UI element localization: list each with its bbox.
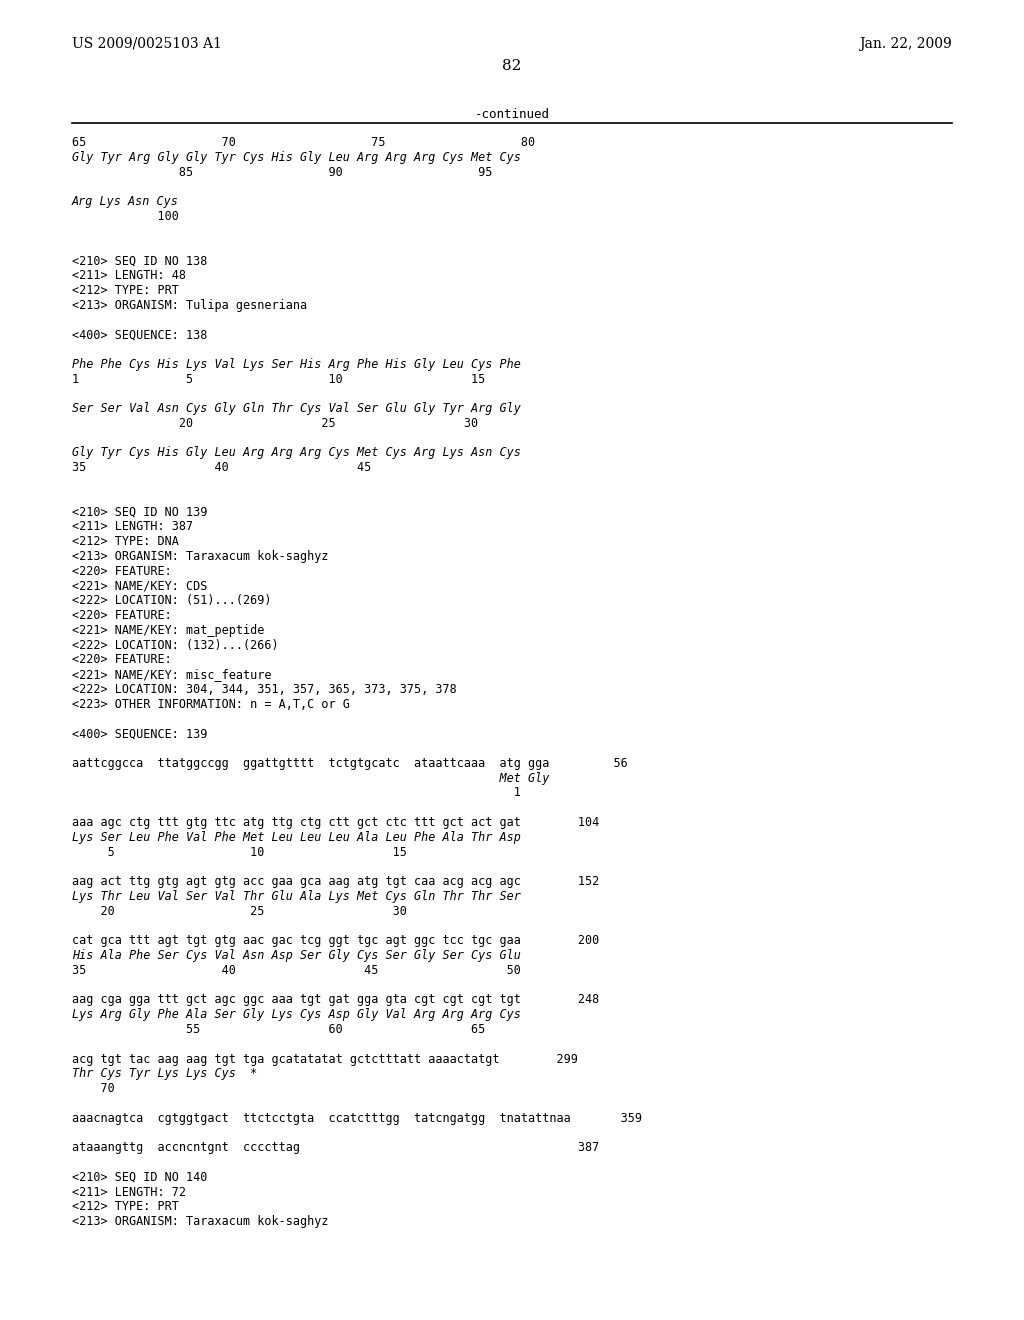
Text: Phe Phe Cys His Lys Val Lys Ser His Arg Phe His Gly Leu Cys Phe: Phe Phe Cys His Lys Val Lys Ser His Arg …: [72, 358, 520, 371]
Text: 20                   25                  30: 20 25 30: [72, 904, 407, 917]
Text: Gly Tyr Arg Gly Gly Tyr Cys His Gly Leu Arg Arg Arg Cys Met Cys: Gly Tyr Arg Gly Gly Tyr Cys His Gly Leu …: [72, 150, 520, 164]
Text: ataaangttg  accncntgnt  ccccttag                                       387: ataaangttg accncntgnt ccccttag 387: [72, 1142, 599, 1154]
Text: cat gca ttt agt tgt gtg aac gac tcg ggt tgc agt ggc tcc tgc gaa        200: cat gca ttt agt tgt gtg aac gac tcg ggt …: [72, 935, 599, 948]
Text: <223> OTHER INFORMATION: n = A,T,C or G: <223> OTHER INFORMATION: n = A,T,C or G: [72, 698, 349, 710]
Text: <220> FEATURE:: <220> FEATURE:: [72, 565, 171, 578]
Text: aag cga gga ttt gct agc ggc aaa tgt gat gga gta cgt cgt cgt tgt        248: aag cga gga ttt gct agc ggc aaa tgt gat …: [72, 994, 599, 1006]
Text: 1               5                   10                  15: 1 5 10 15: [72, 372, 485, 385]
Text: 35                   40                  45                  50: 35 40 45 50: [72, 964, 520, 977]
Text: <221> NAME/KEY: CDS: <221> NAME/KEY: CDS: [72, 579, 207, 593]
Text: Ser Ser Val Asn Cys Gly Gln Thr Cys Val Ser Glu Gly Tyr Arg Gly: Ser Ser Val Asn Cys Gly Gln Thr Cys Val …: [72, 403, 520, 414]
Text: Lys Arg Gly Phe Ala Ser Gly Lys Cys Asp Gly Val Arg Arg Arg Cys: Lys Arg Gly Phe Ala Ser Gly Lys Cys Asp …: [72, 1008, 520, 1022]
Text: Met Gly: Met Gly: [72, 772, 549, 784]
Text: Lys Thr Leu Val Ser Val Thr Glu Ala Lys Met Cys Gln Thr Thr Ser: Lys Thr Leu Val Ser Val Thr Glu Ala Lys …: [72, 890, 520, 903]
Text: Jan. 22, 2009: Jan. 22, 2009: [859, 37, 952, 51]
Text: aattcggcca  ttatggccgg  ggattgtttt  tctgtgcatc  ataattcaaa  atg gga         56: aattcggcca ttatggccgg ggattgtttt tctgtgc…: [72, 756, 628, 770]
Text: <222> LOCATION: 304, 344, 351, 357, 365, 373, 375, 378: <222> LOCATION: 304, 344, 351, 357, 365,…: [72, 682, 457, 696]
Text: -continued: -continued: [474, 108, 550, 121]
Text: <210> SEQ ID NO 138: <210> SEQ ID NO 138: [72, 255, 207, 267]
Text: 100: 100: [72, 210, 178, 223]
Text: 82: 82: [503, 59, 521, 74]
Text: <221> NAME/KEY: mat_peptide: <221> NAME/KEY: mat_peptide: [72, 624, 264, 636]
Text: <400> SEQUENCE: 139: <400> SEQUENCE: 139: [72, 727, 207, 741]
Text: 65                   70                   75                   80: 65 70 75 80: [72, 136, 535, 149]
Text: Thr Cys Tyr Lys Lys Cys  *: Thr Cys Tyr Lys Lys Cys *: [72, 1068, 257, 1080]
Text: His Ala Phe Ser Cys Val Asn Asp Ser Gly Cys Ser Gly Ser Cys Glu: His Ala Phe Ser Cys Val Asn Asp Ser Gly …: [72, 949, 520, 962]
Text: <221> NAME/KEY: misc_feature: <221> NAME/KEY: misc_feature: [72, 668, 271, 681]
Text: <213> ORGANISM: Taraxacum kok-saghyz: <213> ORGANISM: Taraxacum kok-saghyz: [72, 1216, 328, 1228]
Text: <210> SEQ ID NO 140: <210> SEQ ID NO 140: [72, 1171, 207, 1184]
Text: <220> FEATURE:: <220> FEATURE:: [72, 653, 171, 667]
Text: Gly Tyr Cys His Gly Leu Arg Arg Arg Cys Met Cys Arg Lys Asn Cys: Gly Tyr Cys His Gly Leu Arg Arg Arg Cys …: [72, 446, 520, 459]
Text: aag act ttg gtg agt gtg acc gaa gca aag atg tgt caa acg acg agc        152: aag act ttg gtg agt gtg acc gaa gca aag …: [72, 875, 599, 888]
Text: 55                  60                  65: 55 60 65: [72, 1023, 485, 1036]
Text: aaa agc ctg ttt gtg ttc atg ttg ctg ctt gct ctc ttt gct act gat        104: aaa agc ctg ttt gtg ttc atg ttg ctg ctt …: [72, 816, 599, 829]
Text: aaacnagtca  cgtggtgact  ttctcctgta  ccatctttgg  tatcngatgg  tnatattnaa       359: aaacnagtca cgtggtgact ttctcctgta ccatctt…: [72, 1111, 642, 1125]
Text: <212> TYPE: PRT: <212> TYPE: PRT: [72, 1200, 178, 1213]
Text: 20                  25                  30: 20 25 30: [72, 417, 478, 430]
Text: Arg Lys Asn Cys: Arg Lys Asn Cys: [72, 195, 178, 209]
Text: <400> SEQUENCE: 138: <400> SEQUENCE: 138: [72, 329, 207, 341]
Text: <210> SEQ ID NO 139: <210> SEQ ID NO 139: [72, 506, 207, 519]
Text: acg tgt tac aag aag tgt tga gcatatatat gctctttatt aaaactatgt        299: acg tgt tac aag aag tgt tga gcatatatat g…: [72, 1052, 578, 1065]
Text: <211> LENGTH: 48: <211> LENGTH: 48: [72, 269, 185, 282]
Text: <222> LOCATION: (132)...(266): <222> LOCATION: (132)...(266): [72, 639, 279, 652]
Text: US 2009/0025103 A1: US 2009/0025103 A1: [72, 37, 221, 51]
Text: <213> ORGANISM: Tulipa gesneriana: <213> ORGANISM: Tulipa gesneriana: [72, 298, 307, 312]
Text: <220> FEATURE:: <220> FEATURE:: [72, 609, 171, 622]
Text: <212> TYPE: PRT: <212> TYPE: PRT: [72, 284, 178, 297]
Text: 85                   90                   95: 85 90 95: [72, 165, 493, 178]
Text: 70: 70: [72, 1082, 115, 1096]
Text: <211> LENGTH: 72: <211> LENGTH: 72: [72, 1185, 185, 1199]
Text: 1: 1: [72, 787, 520, 800]
Text: <211> LENGTH: 387: <211> LENGTH: 387: [72, 520, 193, 533]
Text: 5                   10                  15: 5 10 15: [72, 846, 407, 858]
Text: <212> TYPE: DNA: <212> TYPE: DNA: [72, 535, 178, 548]
Text: 35                  40                  45: 35 40 45: [72, 461, 371, 474]
Text: Lys Ser Leu Phe Val Phe Met Leu Leu Leu Ala Leu Phe Ala Thr Asp: Lys Ser Leu Phe Val Phe Met Leu Leu Leu …: [72, 830, 520, 843]
Text: <213> ORGANISM: Taraxacum kok-saghyz: <213> ORGANISM: Taraxacum kok-saghyz: [72, 550, 328, 562]
Text: <222> LOCATION: (51)...(269): <222> LOCATION: (51)...(269): [72, 594, 271, 607]
